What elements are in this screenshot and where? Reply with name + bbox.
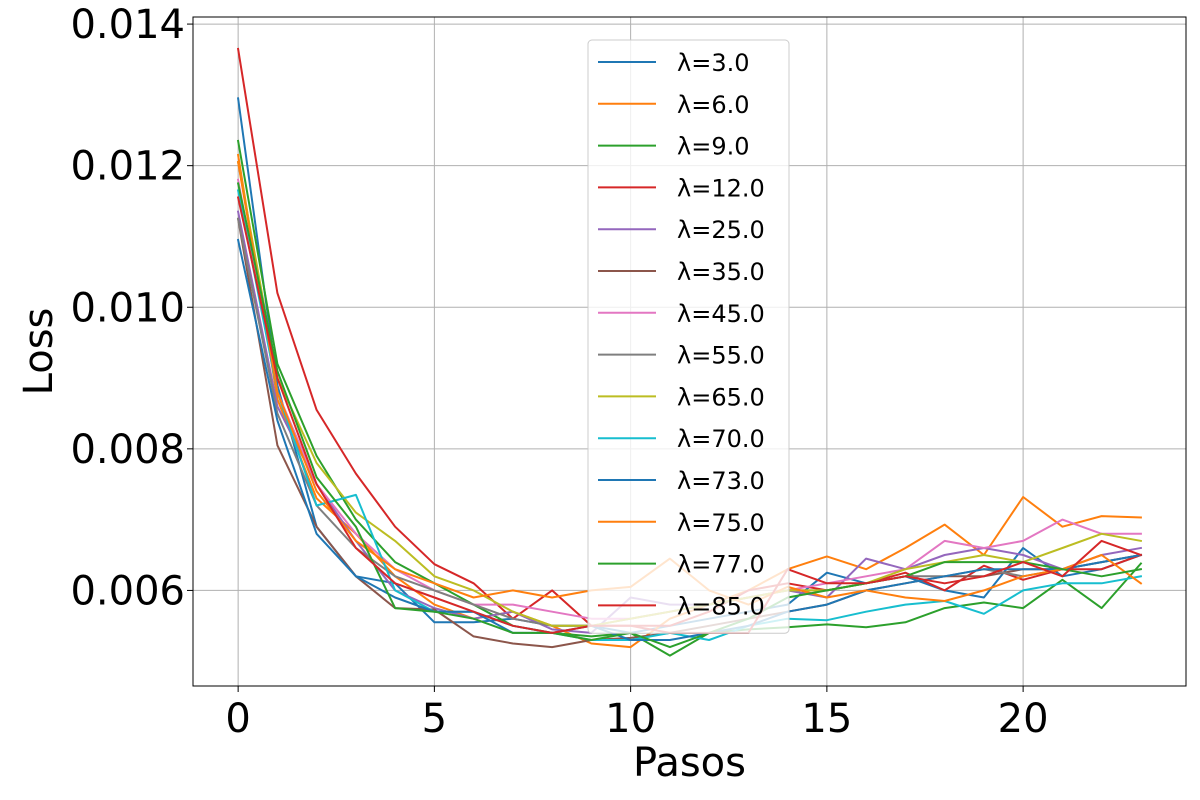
legend-label: λ=65.0 <box>677 383 765 411</box>
legend-label: λ=75.0 <box>677 509 765 537</box>
legend-label: λ=70.0 <box>677 425 765 453</box>
plot-frame <box>192 16 1187 687</box>
legend-label: λ=45.0 <box>677 300 765 328</box>
series-line <box>236 182 1143 649</box>
legend-label: λ=9.0 <box>677 133 749 161</box>
legend-label: λ=73.0 <box>677 467 765 495</box>
y-tick-label: 0.010 <box>70 285 185 331</box>
series-line <box>236 139 1143 657</box>
x-tick-label: 10 <box>605 696 656 742</box>
x-tick-label: 5 <box>422 696 447 742</box>
legend-label: λ=55.0 <box>677 342 765 370</box>
legend-box <box>587 39 790 634</box>
x-tick-label: 0 <box>225 696 250 742</box>
y-tick-label: 0.014 <box>70 2 185 48</box>
x-tick-label: 15 <box>801 696 852 742</box>
y-axis-label: Loss <box>16 308 62 396</box>
legend-label: λ=3.0 <box>677 49 749 77</box>
legend: λ=3.0 λ=6.0 λ=9.0 λ=12.0 λ=25.0 λ=35.0 λ=45.0 λ… <box>587 39 790 634</box>
axis-ticks: 0 5 10 15 20 0.006 0.008 0.010 0.012 0.014 <box>70 2 1048 742</box>
legend-label: λ=85.0 <box>677 592 765 620</box>
legend-label: λ=6.0 <box>677 91 749 119</box>
x-tick-label: 20 <box>998 696 1049 742</box>
legend-label: λ=35.0 <box>677 258 765 286</box>
y-tick-label: 0.008 <box>70 427 185 473</box>
legend-label: λ=12.0 <box>677 174 765 202</box>
legend-label: λ=25.0 <box>677 216 765 244</box>
legend-label: λ=77.0 <box>677 551 765 579</box>
y-tick-label: 0.006 <box>70 568 185 614</box>
x-axis-label: Pasos <box>633 740 746 786</box>
y-tick-label: 0.012 <box>70 144 185 190</box>
